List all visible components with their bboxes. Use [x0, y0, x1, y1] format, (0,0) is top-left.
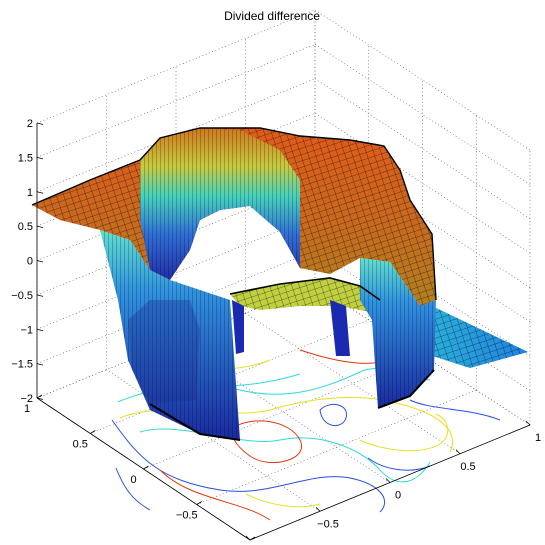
- x-tick-mark: [385, 478, 391, 483]
- x-tick-mark: [245, 535, 251, 541]
- grid-line: [314, 250, 531, 391]
- surface-pillar: [330, 300, 350, 356]
- grid-line: [143, 354, 423, 470]
- z-tick-label: −1: [20, 324, 33, 336]
- contour-line: [229, 420, 303, 463]
- x-tick-mark: [315, 506, 321, 512]
- grid-line: [314, 78, 531, 220]
- grid-line: [314, 44, 531, 185]
- y-tick-mark: [196, 501, 202, 505]
- y-tick-label: −0.5: [176, 510, 198, 522]
- grid-line: [314, 112, 531, 254]
- y-tick-label: 1: [24, 403, 30, 415]
- z-tick-label: 0.5: [18, 221, 33, 233]
- y-tick-mark: [249, 536, 256, 541]
- x-tick-mark: [455, 449, 461, 455]
- contour-line: [319, 403, 347, 426]
- x-tick-label: −0.5: [317, 518, 339, 530]
- z-tick-mark: [36, 294, 44, 297]
- grid-line: [106, 369, 321, 512]
- z-tick-mark: [36, 156, 44, 160]
- contour-line: [359, 413, 449, 452]
- z-tick-label: 0: [27, 256, 33, 268]
- x-tick-label: 0.5: [460, 461, 475, 473]
- z-tick-mark: [36, 328, 44, 332]
- surface-pillar: [232, 300, 244, 354]
- z-tick-mark: [36, 363, 44, 366]
- y-tick-mark: [36, 394, 43, 399]
- grid-line: [196, 389, 477, 505]
- x-tick-mark: [525, 420, 531, 426]
- z-tick-mark: [36, 397, 44, 400]
- z-tick-mark: [36, 260, 44, 263]
- contour-line: [111, 419, 386, 513]
- z-tick-label: −0.5: [11, 290, 33, 302]
- grid-line: [245, 312, 461, 455]
- contour-line: [115, 467, 151, 511]
- y-tick-mark: [90, 430, 96, 434]
- grid-line: [314, 9, 531, 151]
- z-tick-label: 1: [27, 187, 33, 199]
- z-tick-label: −1.5: [11, 359, 33, 371]
- surface-mesh: [31, 127, 528, 441]
- z-tick-mark: [36, 225, 44, 229]
- z-tick-label: −2: [20, 393, 33, 405]
- contour-line: [367, 457, 431, 471]
- contour-line: [409, 399, 501, 421]
- x-tick-label: 0: [395, 490, 401, 502]
- contour-line: [299, 349, 381, 364]
- contour-line: [159, 469, 271, 521]
- contour-line: [139, 428, 431, 483]
- axes: −2−1.5−1−0.500.511.52−1−0.500.51−1−0.500…: [11, 118, 541, 541]
- x-tick-label: 1: [535, 432, 541, 444]
- y-tick-mark: [143, 465, 149, 470]
- y-tick-label: 0.5: [73, 439, 88, 451]
- y-tick-label: 0: [130, 474, 136, 486]
- z-tick-label: 1.5: [18, 152, 33, 164]
- z-tick-mark: [36, 122, 44, 125]
- chart-title: Divided difference: [224, 9, 320, 23]
- grid-line: [314, 284, 531, 426]
- contour-line: [245, 493, 321, 508]
- z-tick-label: 2: [27, 118, 33, 130]
- z-tick-mark: [36, 191, 44, 194]
- axes-box-grid: [36, 9, 531, 541]
